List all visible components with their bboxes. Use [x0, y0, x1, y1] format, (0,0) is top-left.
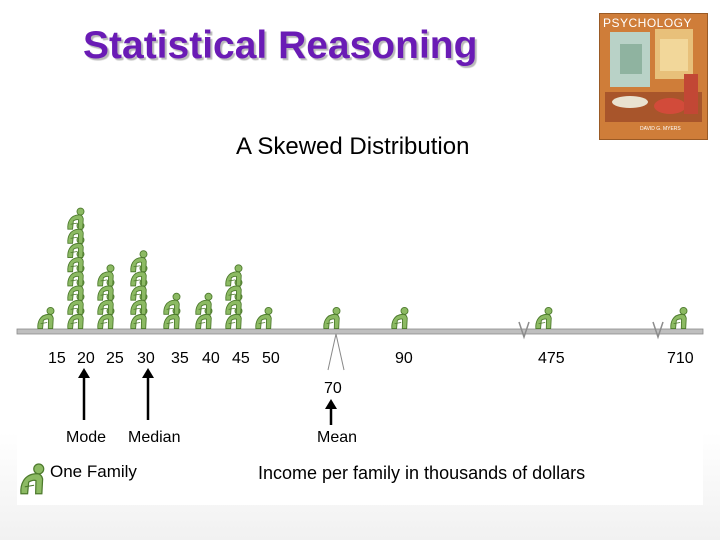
tick-label: 20 [77, 350, 95, 367]
axis-break [652, 321, 664, 340]
mean-fulcrum [327, 333, 345, 371]
family-figure [163, 292, 181, 315]
axis-caption: Income per family in thousands of dollar… [258, 463, 586, 483]
family-figure [323, 306, 341, 329]
family-figures [37, 207, 688, 329]
median-label: Median [128, 429, 181, 446]
tick-label: 475 [538, 350, 565, 367]
family-figure [97, 264, 115, 287]
diagram-panel [17, 179, 703, 505]
family-figure [130, 250, 148, 273]
tick-label: 45 [232, 350, 250, 367]
family-figure [535, 306, 553, 329]
book-author: DAVID G. MYERS [640, 126, 681, 132]
tick-label: 40 [202, 350, 220, 367]
family-figure [670, 306, 688, 329]
tick-label: 15 [48, 350, 66, 367]
tick-label: 90 [395, 350, 413, 367]
legend-label: One Family [50, 462, 137, 481]
family-figure [37, 306, 55, 329]
book-cover-image: PSYCHOLOGY DAVID G. MYERS [599, 13, 708, 140]
tick-label: 710 [667, 350, 694, 367]
family-figure [391, 306, 409, 329]
median-arrowhead [142, 368, 154, 378]
tick-label: 25 [106, 350, 124, 367]
income-axis [16, 321, 704, 371]
slide-title: Statistical Reasoning [83, 24, 478, 67]
book-cover-art [600, 14, 707, 139]
tick-label: 35 [171, 350, 189, 367]
mode-arrowhead [78, 368, 90, 378]
family-figure [195, 292, 213, 315]
legend-person-icon [20, 463, 45, 495]
axis-line [16, 328, 704, 335]
mean-arrowhead [325, 399, 337, 409]
tick-label: 50 [262, 350, 280, 367]
book-title: PSYCHOLOGY [603, 16, 693, 30]
tick-label: 30 [137, 350, 155, 367]
mean-label: Mean [317, 429, 358, 446]
axis-break [518, 321, 530, 340]
diagram-subtitle: A Skewed Distribution [236, 133, 470, 160]
family-figure [67, 207, 85, 230]
marker-arrows [78, 368, 337, 425]
mode-label: Mode [66, 429, 107, 446]
mean-value-label: 70 [324, 380, 342, 397]
family-figure [255, 306, 273, 329]
family-figure [225, 264, 243, 287]
